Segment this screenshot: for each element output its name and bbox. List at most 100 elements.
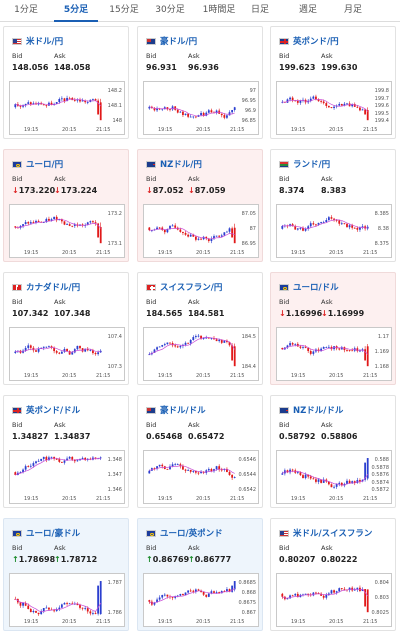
candle-body [200,471,202,474]
candle-body [299,472,302,476]
pair-name: NZドル/ドル [293,406,344,416]
tab-15min[interactable]: 15分足 [109,5,139,15]
candle-body [213,236,215,239]
price-chart[interactable]: 97 96.95 96.9 96.85 19:15 20:15 21:15 [143,81,259,135]
candle-body [228,589,231,592]
x-tick-label: 20:15 [329,250,344,256]
tab-weekly[interactable]: 週足 [298,5,317,15]
candle-body [348,587,351,591]
tab-monthly[interactable]: 月足 [343,5,362,15]
price-chart[interactable]: 199.8 199.7 199.6 199.5 199.4 19:15 20:15 21:15 [276,81,392,135]
us-ch-flag-icon [279,529,289,537]
pair-name-link[interactable]: NZドル/ドル [279,404,343,416]
x-tick-label: 20:15 [196,250,211,256]
candle-body [233,346,236,367]
candle-body [233,477,236,478]
candlestick-svg [281,458,369,489]
y-tick-label: 1.348 [107,457,122,463]
pair-name-link[interactable]: ユーロ/豪ドル [12,527,80,539]
candle-body [309,98,312,101]
candle-body [58,219,61,221]
price-chart[interactable]: 0.804 0.803 0.8025 19:15 20:15 21:15 [276,573,392,627]
x-tick-label: 19:15 [158,373,173,379]
candle-body [71,352,74,355]
candlestick-svg [148,223,236,244]
candle-body [94,99,97,101]
candle-body [233,107,236,110]
candle-body [68,603,71,605]
price-chart[interactable]: 87.05 87 86.95 19:15 20:15 21:15 [143,204,259,258]
candle-body [48,218,50,221]
price-chart[interactable]: 173.2 173.1 19:15 20:15 21:15 [9,204,125,258]
candle-body [218,592,221,594]
candle-body [73,459,76,462]
pair-name-link[interactable]: 米ドル/円 [12,35,63,47]
gb-us-flag-icon [12,406,22,414]
candle-body [231,585,234,592]
candle-body [327,217,330,221]
price-chart[interactable]: 107.4 107.3 19:15 20:15 21:15 [9,327,125,381]
candle-body [192,337,195,341]
candle-body [338,103,341,106]
price-chart[interactable]: 0.588 0.5878 0.5876 0.5874 0.5872 19:15 20:15 2… [276,450,392,504]
price-chart[interactable]: 1.787 1.786 19:15 20:15 21:15 [9,573,125,627]
candle-body [153,108,156,111]
candle-body [359,480,361,482]
pair-name-link[interactable]: 豪ドル/ドル [146,404,206,416]
pair-name-link[interactable]: NZドル/円 [146,158,202,170]
x-tick-label: 21:15 [230,373,245,379]
price-chart[interactable]: 148.2 148.1 148 19:15 20:15 21:15 [9,81,125,135]
price-chart[interactable]: 1.348 1.347 1.346 19:15 20:15 21:15 [9,450,125,504]
candle-body [66,97,68,102]
pair-name-link[interactable]: 豪ドル/円 [146,35,197,47]
candle-body [364,109,367,115]
price-chart[interactable]: 1.17 1.169 1.168 19:15 20:15 21:15 [276,327,392,381]
pair-name-link[interactable]: カナダドル/円 [12,281,80,293]
x-tick-label: 21:15 [96,250,111,256]
x-tick-label: 21:15 [363,619,378,625]
candle-body [163,466,166,470]
tab-5min[interactable]: 5分足 [54,0,98,22]
candle-body [320,222,323,223]
tab-1min[interactable]: 1分足 [14,5,38,15]
ask-label: Ask [54,52,66,60]
pair-name-link[interactable]: ユーロ/円 [12,158,63,170]
price-chart[interactable]: 0.6546 0.6544 0.6542 19:15 20:15 21:15 [143,450,259,504]
tab-daily[interactable]: 日足 [250,5,269,15]
pair-name-link[interactable]: 英ポンド/ドル [12,404,80,416]
candle-body [291,224,294,227]
pair-name-link[interactable]: 英ポンド/円 [279,35,339,47]
candle-body [338,482,341,484]
pair-name-link[interactable]: スイスフラン/円 [146,281,222,293]
candle-body [66,458,68,461]
candle-body [55,609,58,612]
y-tick-label: 148.1 [107,103,122,109]
candle-body [333,106,335,109]
x-tick-label: 20:15 [62,496,77,502]
price-chart[interactable]: 8.385 8.38 8.375 19:15 20:15 21:15 [276,204,392,258]
pair-name-link[interactable]: ユーロ/英ポンド [146,527,223,539]
candle-body [205,112,208,116]
pair-name-link[interactable]: 米ドル/スイスフラン [279,527,372,539]
tab-30min[interactable]: 30分足 [155,5,185,15]
candle-body [63,221,66,225]
price-chart[interactable]: 184.5 184.4 19:15 20:15 21:15 [143,327,259,381]
candle-body [32,103,35,105]
bid-label: Bid [12,52,23,60]
pair-name-link[interactable]: ユーロ/ドル [279,281,339,293]
price-chart[interactable]: 0.8685 0.868 0.8675 0.867 19:15 20:15 21:15 [143,573,259,627]
candle-body [281,593,284,597]
candle-body [174,106,177,110]
pair-name-link[interactable]: ランド/円 [279,158,330,170]
candle-body [50,456,53,458]
x-tick-label: 21:15 [96,373,111,379]
candle-body [86,348,89,351]
candle-body [228,472,231,475]
y-tick-label: 1.346 [107,487,122,493]
candle-body [194,589,197,592]
candle-body [76,345,79,350]
moving-average-line [282,219,368,230]
candle-body [71,603,74,605]
candle-body [40,347,43,349]
tab-1hour[interactable]: 1時間足 [202,5,236,15]
